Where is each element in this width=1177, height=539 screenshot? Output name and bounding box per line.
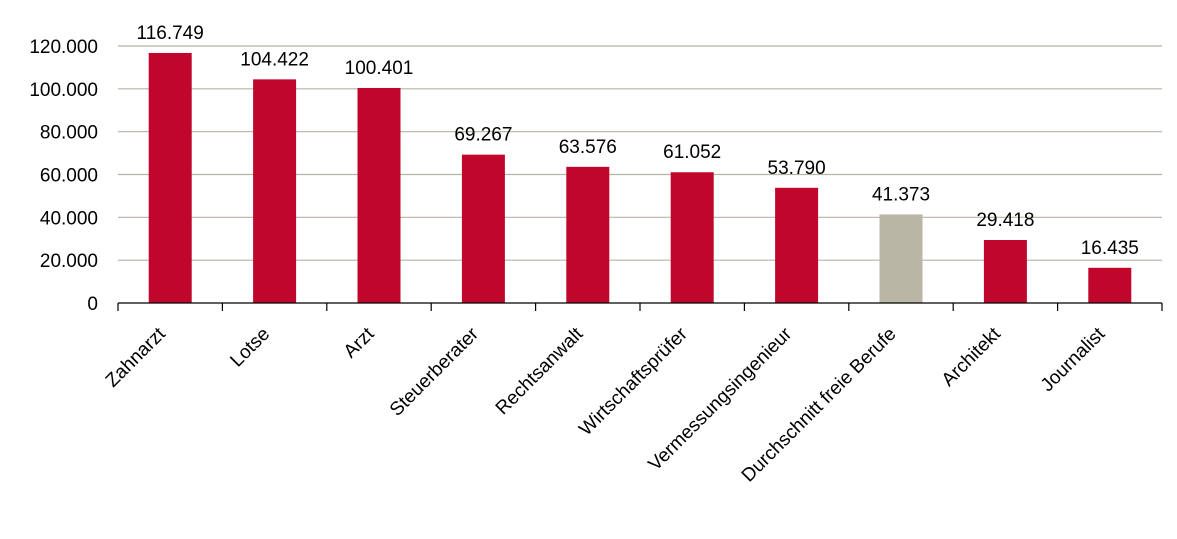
data-label: 41.373 [872, 184, 930, 205]
category-labels: Zahnarzt Lotse Arzt Steuerberater Rechtsanwa… [102, 323, 1110, 486]
bar [879, 214, 923, 303]
category-label: Rechtsanwalt [492, 323, 588, 419]
y-tick-label: 0 [87, 294, 98, 315]
category-label: Lotse [226, 324, 274, 372]
bar [775, 187, 819, 303]
data-label: 61.052 [663, 142, 721, 163]
category-label: Wirtschaftsprüfer [575, 323, 692, 440]
bar [357, 87, 401, 304]
y-axis-tick-labels: 0 20.000 40.000 60.000 80.000 100.000 120.000 [29, 37, 98, 315]
y-tick-label: 40.000 [40, 208, 98, 229]
data-label: 116.749 [137, 23, 204, 44]
y-tick-label: 60.000 [40, 166, 98, 187]
y-tick-label: 100.000 [29, 80, 98, 101]
y-tick-label: 80.000 [40, 123, 98, 144]
category-label: Architekt [938, 323, 1006, 391]
bar [1088, 267, 1132, 303]
y-tick-label: 20.000 [40, 251, 98, 272]
data-label: 63.576 [559, 137, 617, 158]
bars [148, 52, 1132, 304]
data-label: 100.401 [345, 58, 414, 79]
data-label: 69.267 [454, 125, 512, 146]
category-label: Arzt [340, 323, 379, 362]
bar [566, 166, 610, 303]
data-labels: 116.749 104.422 100.401 69.267 63.576 61.052 5… [137, 23, 1139, 259]
data-label: 53.790 [768, 158, 826, 179]
bar [983, 239, 1027, 303]
bar [253, 79, 297, 303]
category-label: Zahnarzt [102, 323, 170, 391]
y-tick-label: 120.000 [29, 37, 98, 58]
data-label: 104.422 [240, 49, 309, 70]
bar [461, 154, 505, 303]
data-label: 29.418 [976, 210, 1034, 231]
category-label: Journalist [1037, 323, 1110, 396]
x-axis [117, 302, 1163, 311]
data-label: 16.435 [1081, 238, 1139, 259]
bar [148, 52, 192, 304]
bar [670, 172, 714, 303]
category-label: Steuerberater [386, 323, 483, 420]
